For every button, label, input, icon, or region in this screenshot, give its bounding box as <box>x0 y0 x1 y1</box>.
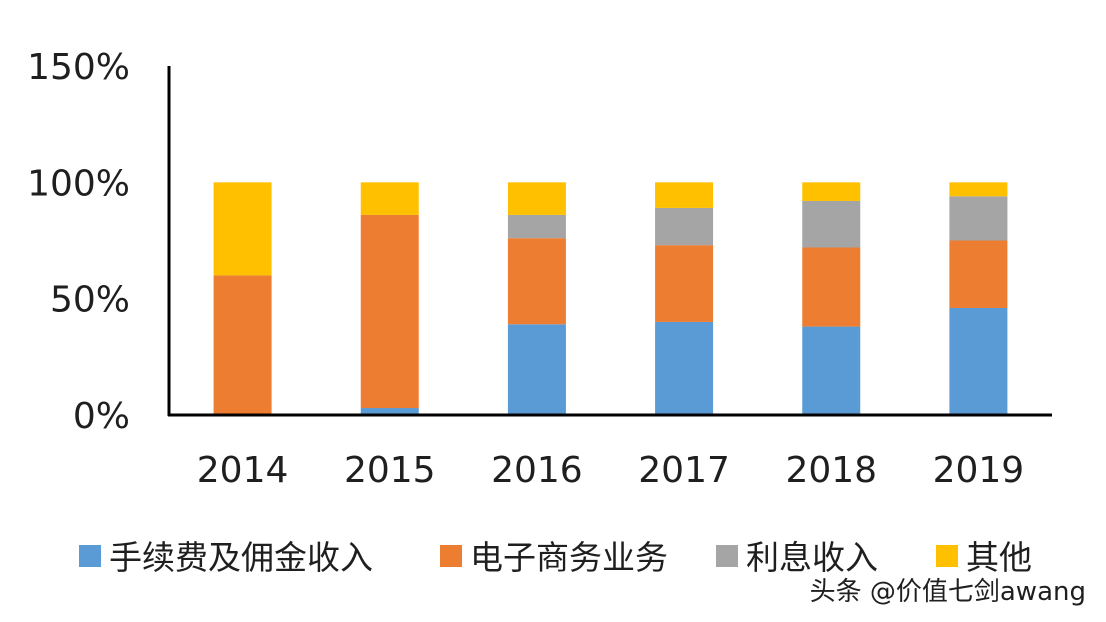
legend-swatch <box>716 545 738 567</box>
legend-swatch <box>936 545 958 567</box>
x-tick-label: 2014 <box>197 450 289 491</box>
y-tick-label: 150% <box>27 47 130 88</box>
bar-segment <box>949 307 1008 415</box>
bar-segment <box>360 214 419 409</box>
legend-label: 其他 <box>966 538 1032 577</box>
y-tick-label: 0% <box>73 396 130 437</box>
legend-label: 利息收入 <box>746 538 878 577</box>
bars <box>213 182 1008 415</box>
bar-segment <box>655 321 714 415</box>
legend-label: 电子商务业务 <box>470 538 668 577</box>
bar-segment <box>802 200 861 248</box>
bar-segment <box>949 182 1008 197</box>
bar-segment <box>213 182 272 276</box>
legend-swatch <box>440 545 462 567</box>
bar-segment <box>507 182 566 215</box>
bar-segment <box>802 182 861 201</box>
bar-segment <box>507 214 566 239</box>
x-tick-label: 2017 <box>638 450 730 491</box>
x-tick-label: 2019 <box>933 450 1025 491</box>
bar-segment <box>507 238 566 325</box>
x-tick-label: 2015 <box>344 450 436 491</box>
bar-segment <box>655 182 714 208</box>
bar-segment <box>213 275 272 415</box>
y-tick-label: 100% <box>27 163 130 204</box>
bar-segment <box>655 245 714 322</box>
bar-segment <box>507 324 566 415</box>
y-tick-label: 50% <box>50 280 130 321</box>
legend-swatch <box>79 545 101 567</box>
legend: 手续费及佣金收入 电子商务业务 利息收入 其他 <box>79 538 1032 577</box>
bar-segment <box>949 196 1008 241</box>
bar-segment <box>802 247 861 327</box>
legend-label: 手续费及佣金收入 <box>109 538 373 577</box>
bar-segment <box>655 207 714 246</box>
x-axis-categories: 2014 2015 2016 2017 2018 2019 <box>197 450 1024 491</box>
bar-segment <box>360 408 419 415</box>
bar-segment <box>802 326 861 415</box>
bar-segment <box>360 182 419 215</box>
y-axis-ticks: 0% 50% 100% 150% <box>27 47 130 437</box>
x-tick-label: 2016 <box>491 450 583 491</box>
bar-segment <box>949 240 1008 308</box>
x-tick-label: 2018 <box>785 450 877 491</box>
watermark-text: 头条 @价值七剑awang <box>810 577 1086 607</box>
